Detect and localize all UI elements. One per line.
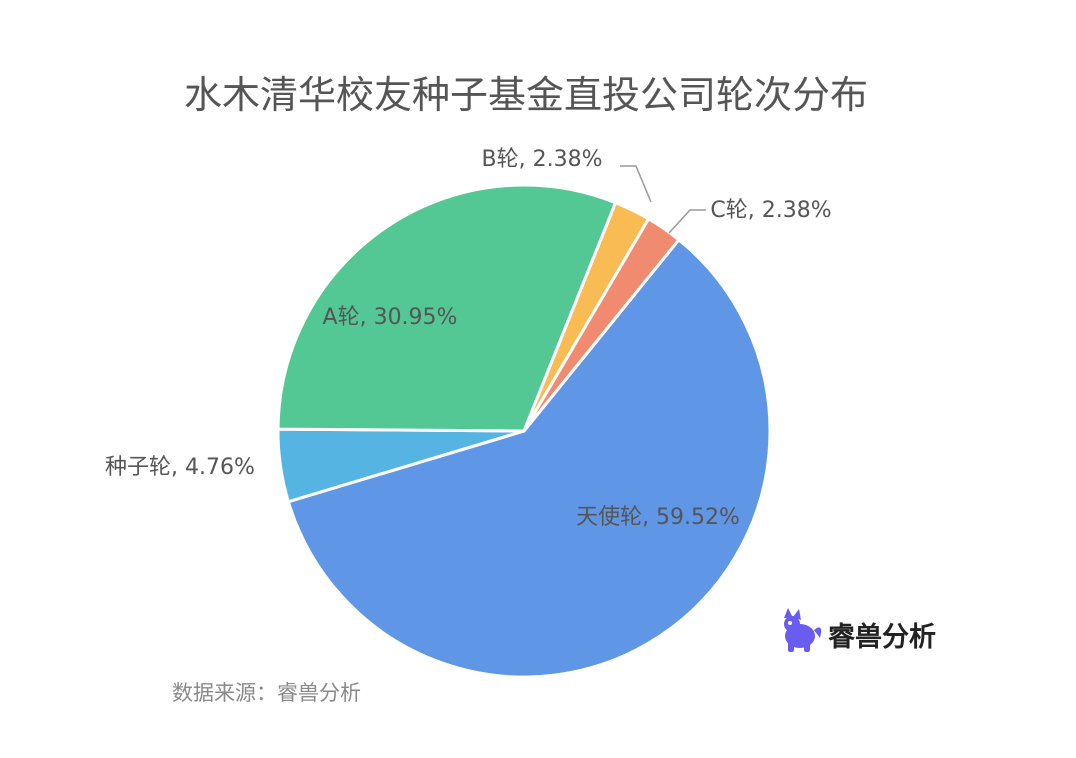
beast-logo-icon [784, 608, 822, 652]
watermark-text: 睿兽分析 [828, 622, 936, 653]
leader-line-5 [668, 209, 706, 234]
slice-label-3: A轮, 30.95% [323, 305, 458, 330]
leader-line-4 [620, 165, 652, 203]
slice-label-4: B轮, 2.38% [482, 147, 603, 172]
pie-slices [276, 183, 772, 679]
slice-label-5: C轮, 2.38% [710, 198, 831, 223]
slice-label-1: 天使轮, 59.52% [576, 505, 740, 530]
chart-title: 水木清华校友种子基金直投公司轮次分布 [184, 73, 868, 117]
pie-slice-1 [286, 238, 772, 679]
pie-slice-3 [276, 183, 618, 433]
slice-label-2: 种子轮, 4.76% [105, 455, 255, 480]
source-note: 数据来源：睿兽分析 [172, 681, 361, 705]
leader-lines [620, 165, 706, 234]
pie-slice-5 [522, 217, 681, 433]
slice-labels: 天使轮, 59.52% 种子轮, 4.76% A轮, 30.95% B轮, 2.38%… [105, 147, 832, 530]
watermark-logo: 睿兽分析 [784, 608, 936, 653]
